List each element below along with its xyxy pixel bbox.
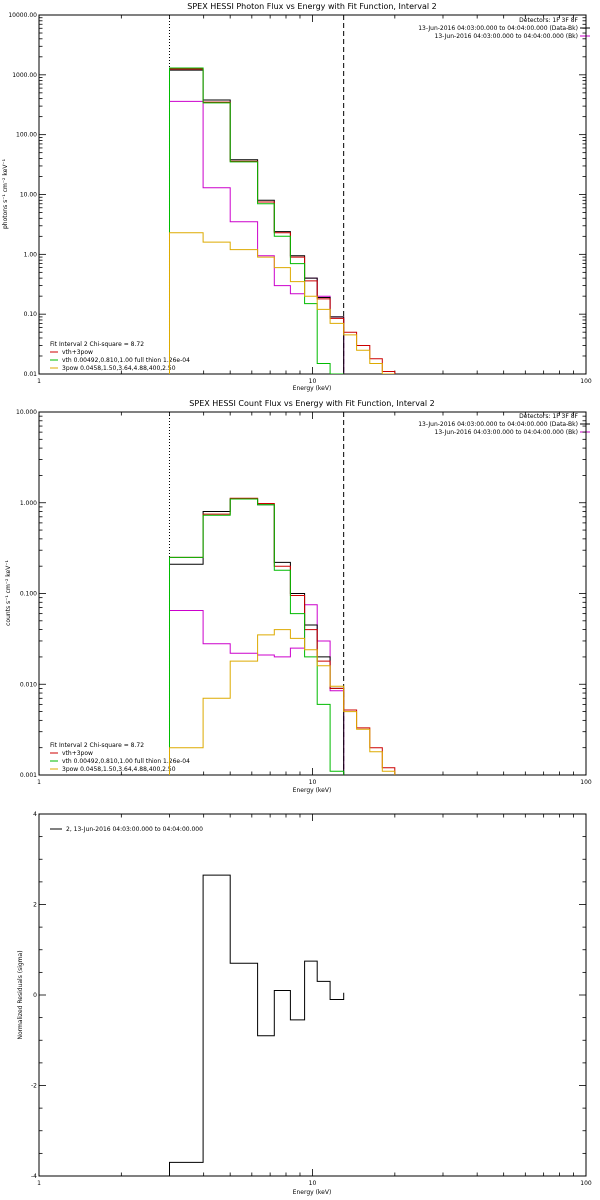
photon-flux-panel: SPEX HESSI Photon Flux vs Energy with Fi… [2, 2, 592, 392]
data-bk-time-label: 13-Jun-2016 04:03:00.000 to 04:04:00.000… [418, 25, 578, 32]
series-bk-line [169, 100, 345, 374]
legend-vth3pow-label: vth+3pow [62, 750, 93, 757]
plot-frame [38, 14, 587, 375]
series-group [169, 874, 345, 1176]
y-tick-label: 1000.00 [12, 72, 37, 79]
fit-interval-label: Fit Interval 2 Chi-square = 8.72 [50, 742, 144, 749]
legend-residuals-label: 2, 13-Jun-2016 04:03:00.000 to 04:04:00.… [66, 826, 203, 833]
y-axis-label: counts s⁻¹ cm⁻² keV⁻¹ [5, 560, 12, 626]
detectors-label: Detectors: 1F 3F 8F [519, 17, 578, 24]
y-tick-label: 2 [33, 902, 37, 909]
y-tick-label: 10000.00 [8, 12, 37, 19]
series-3pow-line [169, 232, 395, 374]
y-tick-label: 0.100 [20, 591, 37, 598]
y-tick-label: 0.10 [24, 311, 38, 318]
residuals-panel: Normalized Residuals (sigma) Energy (keV… [17, 811, 592, 1196]
y-tick-label: 1.00 [24, 251, 38, 258]
count-flux-panel: SPEX HESSI Count Flux vs Energy with Fit… [5, 399, 592, 794]
series-bk-line [169, 604, 345, 775]
x-tick-label: 100 [580, 1180, 592, 1187]
y-axis-label: Normalized Residuals (sigma) [17, 950, 24, 1039]
series-data-bk-line [169, 498, 345, 775]
x-tick-label: 1 [37, 378, 41, 385]
bk-time-label: 13-Jun-2016 04:03:00.000 to 04:04:00.000… [435, 429, 578, 436]
y-tick-label: 0.01 [24, 371, 38, 378]
legend-vth-label: vth 0.00492,0.810,1.00 full thion 1.26e-… [62, 357, 190, 364]
fit-interval-label: Fit Interval 2 Chi-square = 8.72 [50, 341, 144, 348]
y-tick-label: 1.000 [20, 500, 37, 507]
x-tick-label: 100 [580, 779, 592, 786]
plot-frame [38, 411, 587, 776]
x-axis-label: Energy (keV) [293, 1189, 332, 1196]
y-tick-label: 4 [33, 811, 37, 818]
series-data-bk-line [169, 69, 345, 374]
y-tick-label: 0.001 [20, 772, 37, 779]
series-vth-line [169, 67, 344, 374]
y-axis-label: photons s⁻¹ cm⁻² keV⁻¹ [2, 158, 9, 229]
x-axis-label: Energy (keV) [293, 385, 332, 392]
legend-vth3pow-label: vth+3pow [62, 349, 93, 356]
y-tick-label: -4 [31, 1173, 37, 1180]
series-group [169, 67, 396, 374]
y-tick-label: 10.000 [16, 409, 37, 416]
chart-title: SPEX HESSI Count Flux vs Energy with Fit… [189, 399, 434, 408]
x-axis-label: Energy (keV) [293, 787, 332, 794]
plot-frame [38, 813, 587, 1177]
y-tick-label: 0 [33, 992, 37, 999]
chart-title: SPEX HESSI Photon Flux vs Energy with Fi… [187, 2, 437, 11]
series-vth-line [169, 498, 345, 775]
x-tick-label: 10 [309, 378, 317, 385]
legend-3pow-label: 3pow 0.0458,1.50,3.64,4.88,400,2.50 [62, 766, 176, 773]
y-tick-label: -2 [31, 1083, 37, 1090]
legend-vth-label: vth 0.00492,0.810,1.00 full thion 1.26e-… [62, 758, 190, 765]
y-tick-label: 10.00 [20, 192, 37, 199]
x-tick-label: 100 [580, 378, 592, 385]
series-3pow-line [169, 629, 396, 775]
x-tick-label: 10 [309, 779, 317, 786]
detectors-label: Detectors: 1F 3F 8F [519, 413, 578, 420]
data-bk-time-label: 13-Jun-2016 04:03:00.000 to 04:04:00.000… [418, 421, 578, 428]
x-tick-label: 1 [37, 779, 41, 786]
bk-time-label: 13-Jun-2016 04:03:00.000 to 04:04:00.000… [435, 33, 578, 40]
legend-3pow-label: 3pow 0.0458,1.50,3.64,4.88,400,2.50 [62, 365, 176, 372]
x-tick-label: 10 [309, 1180, 317, 1187]
x-tick-label: 1 [37, 1180, 41, 1187]
y-tick-label: 100.00 [16, 132, 37, 139]
y-tick-label: 0.010 [20, 681, 37, 688]
series-residuals-line [169, 874, 345, 1176]
series-group [169, 497, 396, 775]
